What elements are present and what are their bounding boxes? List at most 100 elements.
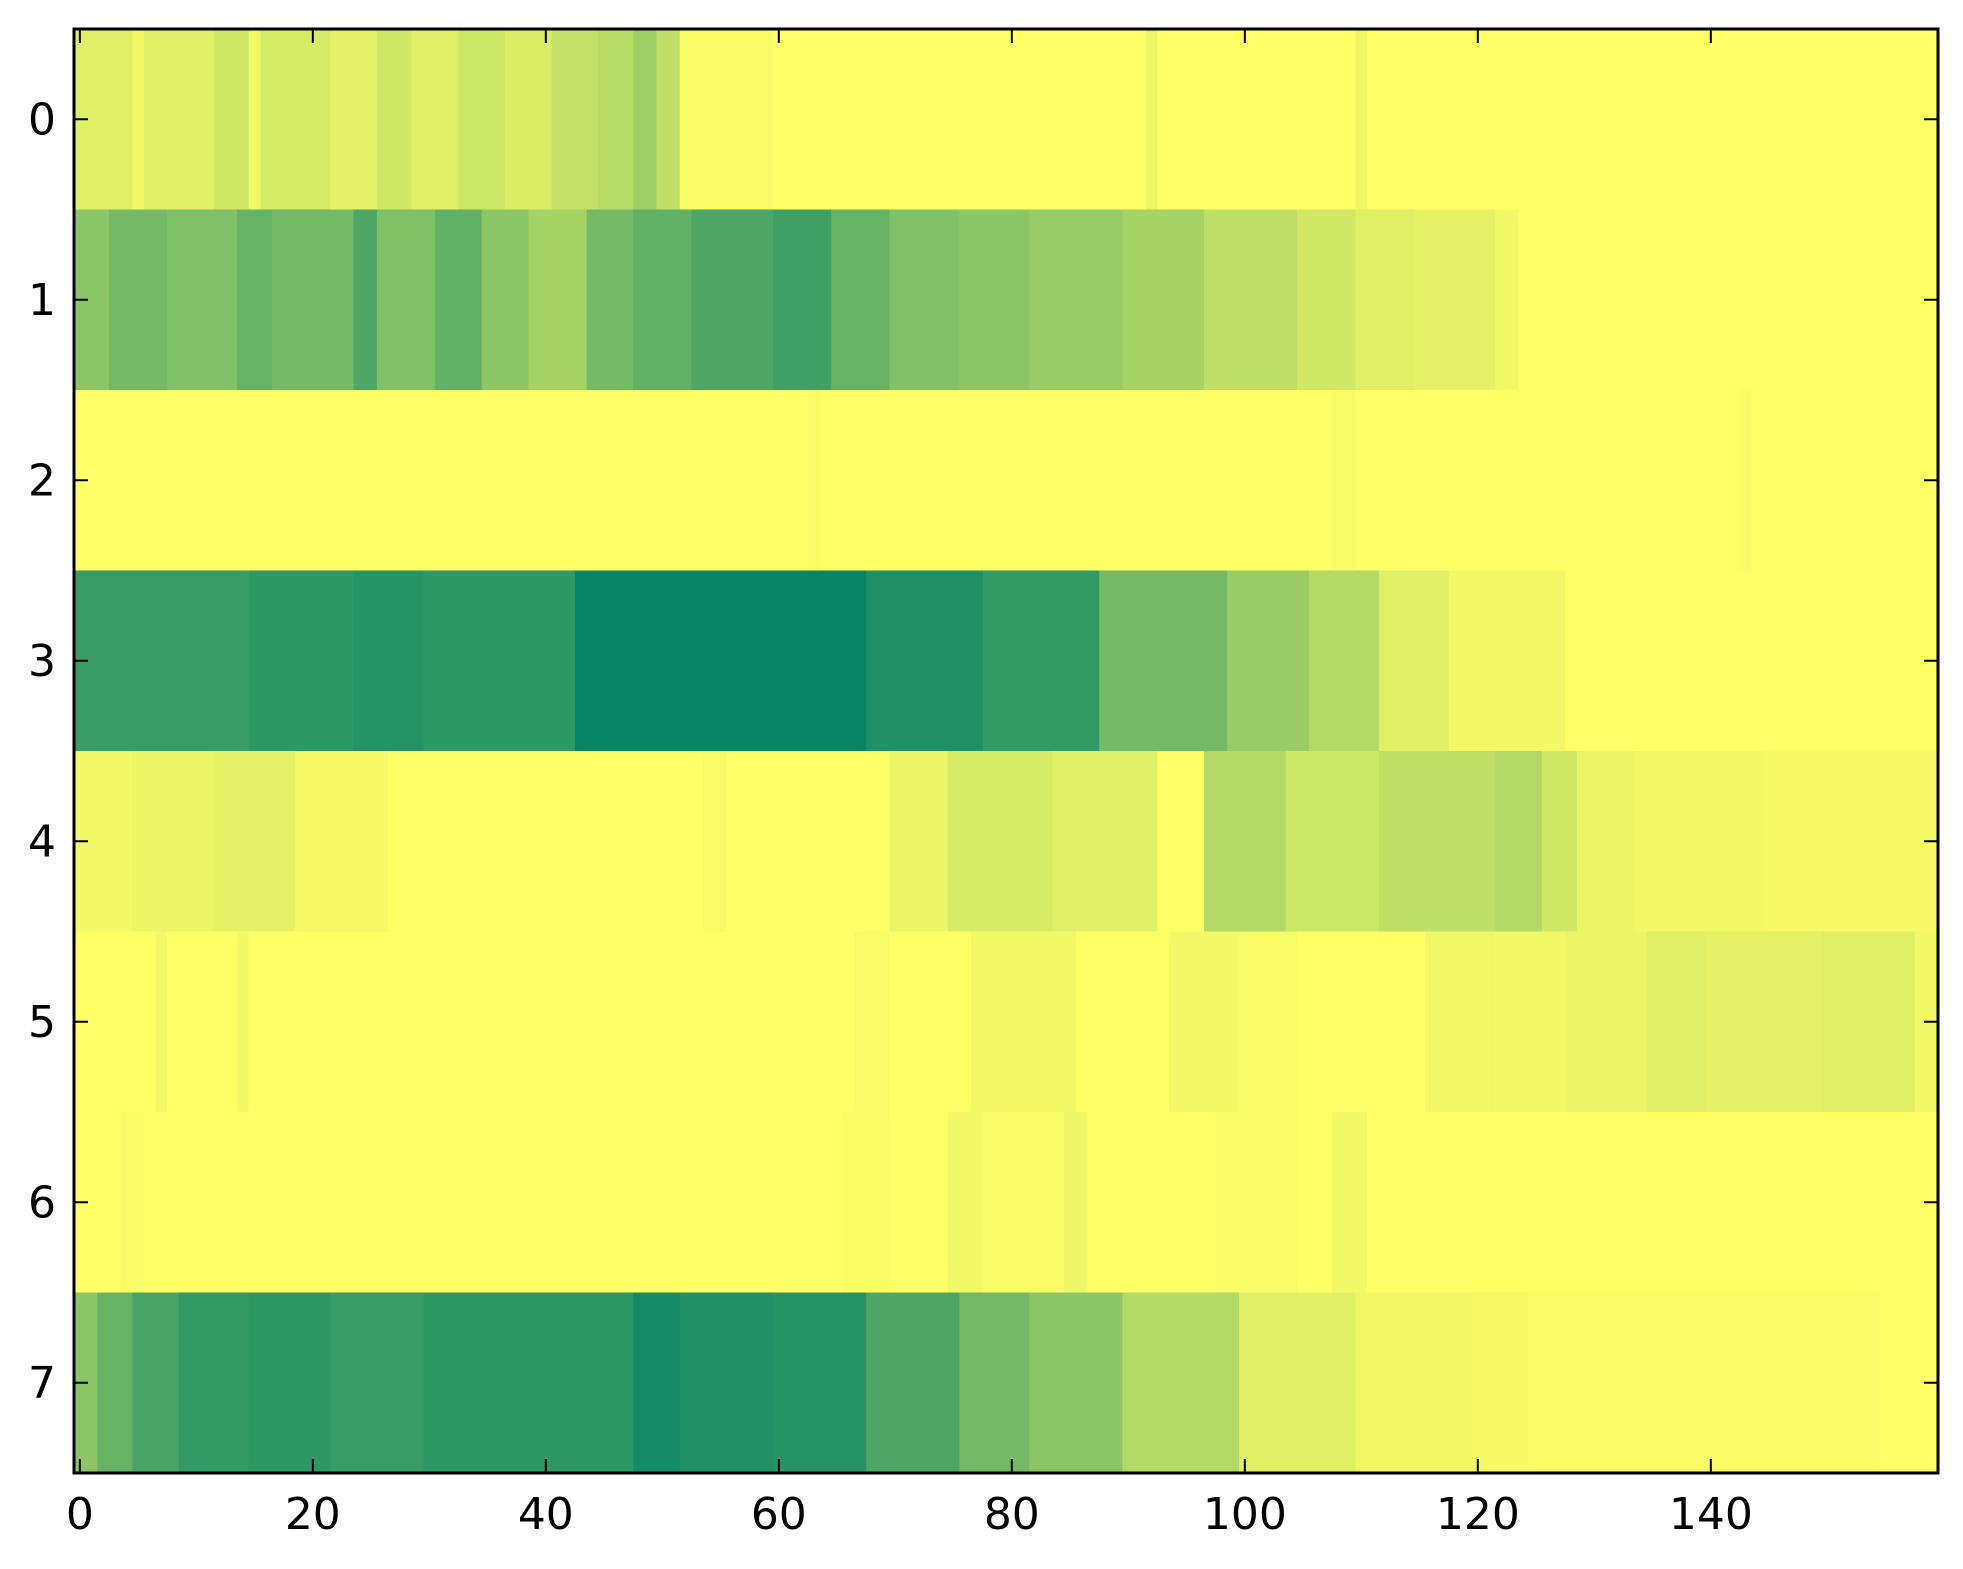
heatmap-cell-row0-seg16 xyxy=(773,29,1147,211)
heatmap-cell-row7-seg12 xyxy=(959,1292,1030,1474)
y-tick-label-7: 7 xyxy=(28,1358,56,1409)
heatmap-cell-row5-seg7 xyxy=(971,931,1077,1113)
heatmap-cell-row2-seg2 xyxy=(819,390,1333,572)
heatmap-cell-row3-seg2 xyxy=(353,570,425,752)
heatmap-cell-row1-seg13 xyxy=(773,209,832,391)
heatmap-cell-row1-seg22 xyxy=(1413,209,1496,391)
heatmap-cell-row1-seg1 xyxy=(108,209,168,391)
heatmap-cell-row0-seg17 xyxy=(1145,29,1159,211)
heatmap-cell-row7-seg18 xyxy=(1530,1292,1881,1474)
heatmap-cell-row5-seg11 xyxy=(1297,931,1426,1113)
heatmap-cell-row5-seg14 xyxy=(1565,931,1648,1113)
heatmap-cell-row0-seg11 xyxy=(551,29,599,211)
heatmap-cell-row7-seg8 xyxy=(633,1292,681,1474)
y-tick-label-4: 4 xyxy=(28,816,56,867)
heatmap-cell-row1-seg5 xyxy=(353,209,378,391)
heatmap-cell-row0-seg4 xyxy=(248,29,261,211)
heatmap-cell-row4-seg6 xyxy=(726,751,891,933)
heatmap-cell-row5-seg4 xyxy=(248,931,856,1113)
heatmap-cell-row2-seg4 xyxy=(1355,390,1741,572)
heatmap-cell-row1-seg10 xyxy=(586,209,634,391)
heatmap-cell-row4-seg9 xyxy=(1052,751,1159,933)
heatmap-cell-row5-seg2 xyxy=(167,931,238,1113)
heatmap-cell-row4-seg10 xyxy=(1157,751,1205,933)
heatmap-cell-row4-seg16 xyxy=(1576,751,1636,933)
heatmap-cell-row1-seg18 xyxy=(1122,209,1205,391)
heatmap-cell-row6-seg11 xyxy=(1332,1112,1368,1294)
heatmap-cell-row7-seg2 xyxy=(132,1292,180,1474)
heatmap-cell-row7-seg16 xyxy=(1355,1292,1473,1474)
heatmap-cell-row1-seg7 xyxy=(435,209,483,391)
heatmap-cell-row6-seg1 xyxy=(120,1112,145,1294)
heatmap-cell-row1-seg3 xyxy=(237,209,273,391)
x-tick-label-60: 60 xyxy=(751,1489,807,1540)
heatmap-cell-row3-seg7 xyxy=(1099,570,1228,752)
heatmap-cell-row1-seg16 xyxy=(959,209,1030,391)
heatmap-cell-row2-seg5 xyxy=(1739,390,1753,572)
heatmap-cell-row4-seg1 xyxy=(132,751,215,933)
heatmap-cell-row6-seg7 xyxy=(1064,1112,1089,1294)
heatmap-cells xyxy=(74,29,1939,1474)
x-tick-label-120: 120 xyxy=(1436,1489,1520,1540)
y-tick-label-0: 0 xyxy=(28,94,56,145)
heatmap-cell-row6-seg12 xyxy=(1367,1112,1939,1294)
y-tick-label-2: 2 xyxy=(28,455,56,506)
heatmap-cell-row2-seg3 xyxy=(1332,390,1357,572)
heatmap-cell-row4-seg17 xyxy=(1635,751,1764,933)
x-tick-label-140: 140 xyxy=(1669,1489,1753,1540)
heatmap-cell-row3-seg1 xyxy=(248,570,355,752)
x-tick-labels: 0 20 40 60 80 100 120 140 xyxy=(66,1489,1753,1540)
heatmap-cell-row0-seg7 xyxy=(376,29,413,211)
heatmap-cell-row5-seg5 xyxy=(854,931,891,1113)
heatmap-cell-row5-seg3 xyxy=(237,931,250,1113)
heatmap-cell-row5-seg13 xyxy=(1495,931,1566,1113)
heatmap-cell-row1-seg11 xyxy=(633,209,693,391)
heatmap-cell-row0-seg8 xyxy=(411,29,460,211)
heatmap-cell-row4-seg5 xyxy=(703,751,727,933)
heatmap-cell-row0-seg6 xyxy=(330,29,378,211)
heatmap-cell-row3-seg6 xyxy=(982,570,1100,752)
heatmap-cell-row3-seg8 xyxy=(1227,570,1310,752)
heatmap-cell-row0-seg10 xyxy=(505,29,553,211)
heatmap-cell-row1-seg12 xyxy=(691,209,774,391)
heatmap-cell-row0-seg2 xyxy=(143,29,215,211)
heatmap-cell-row6-seg3 xyxy=(842,1112,891,1294)
heatmap-cell-row1-seg9 xyxy=(528,209,588,391)
heatmap-cell-row1-seg19 xyxy=(1204,209,1298,391)
heatmap-cell-row0-seg14 xyxy=(656,29,681,211)
heatmap-cell-row7-seg1 xyxy=(97,1292,133,1474)
heatmap-cell-row4-seg2 xyxy=(213,751,296,933)
heatmap-cell-row4-seg3 xyxy=(295,751,390,933)
heatmap-cell-row5-seg16 xyxy=(1705,931,1823,1113)
heatmap-cell-row7-seg4 xyxy=(248,1292,331,1474)
y-tick-labels: 0 1 2 3 4 5 6 7 xyxy=(28,94,56,1409)
heatmap-cell-row1-seg6 xyxy=(376,209,436,391)
x-tick-label-40: 40 xyxy=(518,1489,574,1540)
heatmap-cell-row2-seg6 xyxy=(1751,390,1939,572)
heatmap-cell-row4-seg11 xyxy=(1204,751,1287,933)
heatmap-cell-row0-seg13 xyxy=(633,29,658,211)
heatmap-cell-row4-seg15 xyxy=(1541,751,1578,933)
heatmap-cell-row0-seg12 xyxy=(598,29,634,211)
heatmap-cell-row3-seg12 xyxy=(1565,570,1939,752)
heatmap-cell-row0-seg1 xyxy=(132,29,145,211)
heatmap-cell-row7-seg9 xyxy=(679,1292,774,1474)
heatmap-cell-row1-seg21 xyxy=(1355,209,1415,391)
heatmap-cell-row1-seg4 xyxy=(272,209,355,391)
heatmap-cell-row0-seg5 xyxy=(260,29,331,211)
heatmap-cell-row7-seg13 xyxy=(1029,1292,1124,1474)
plot-frame xyxy=(72,27,1940,1475)
heatmap-cell-row4-seg14 xyxy=(1495,751,1543,933)
heatmap-cell-row6-seg2 xyxy=(143,1112,844,1294)
heatmap-cell-row5-seg6 xyxy=(889,931,972,1113)
heatmap-cell-row1-seg2 xyxy=(167,209,238,391)
heatmap-cell-row4-seg18 xyxy=(1763,751,1939,933)
heatmap-cell-row3-seg10 xyxy=(1378,570,1450,752)
x-tick-label-100: 100 xyxy=(1203,1489,1287,1540)
heatmap-cell-row0-seg19 xyxy=(1355,29,1368,211)
heatmap-cell-row4-seg13 xyxy=(1378,751,1496,933)
heatmap-cell-row7-seg10 xyxy=(773,1292,867,1474)
heatmap-cell-row0-seg20 xyxy=(1367,29,1939,211)
